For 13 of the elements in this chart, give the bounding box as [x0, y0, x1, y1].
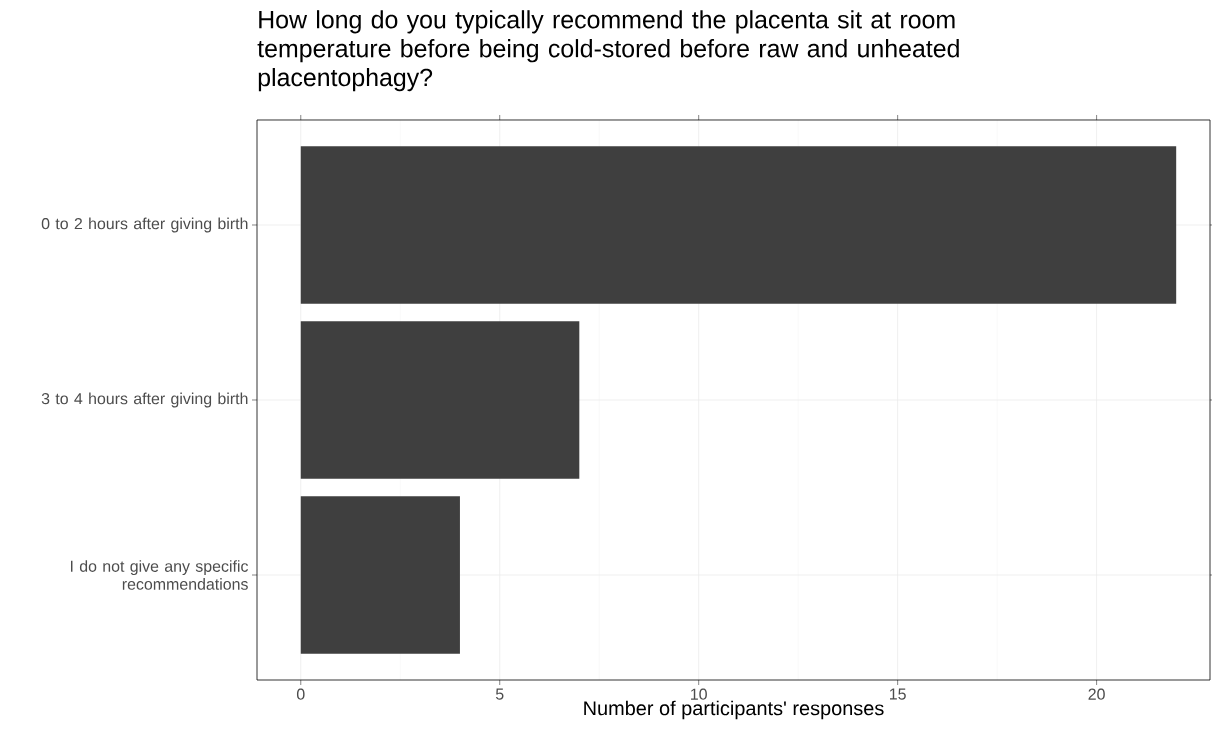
x-tick-label: 0 — [296, 688, 305, 700]
y-tick-label: 3 to 4 hours after giving birth — [41, 392, 248, 408]
bar — [300, 496, 460, 654]
x-tick-label: 15 — [890, 688, 906, 700]
bar — [300, 321, 580, 479]
x-axis-title: Number of participants' responses — [584, 700, 884, 720]
x-tick-label: 20 — [1088, 688, 1105, 700]
bar — [300, 146, 1177, 304]
y-tick-label: 0 to 2 hours after giving birth — [41, 217, 248, 233]
chart-title: How long do you typically recommend the placenta sit at room temperature before being cold-stored before raw and unheated placentophagy? — [257, 10, 959, 92]
x-tick-label: 10 — [691, 688, 707, 700]
x-tick-label: 5 — [495, 688, 504, 700]
y-tick-label: I do not give any specific recommendations — [70, 560, 249, 590]
